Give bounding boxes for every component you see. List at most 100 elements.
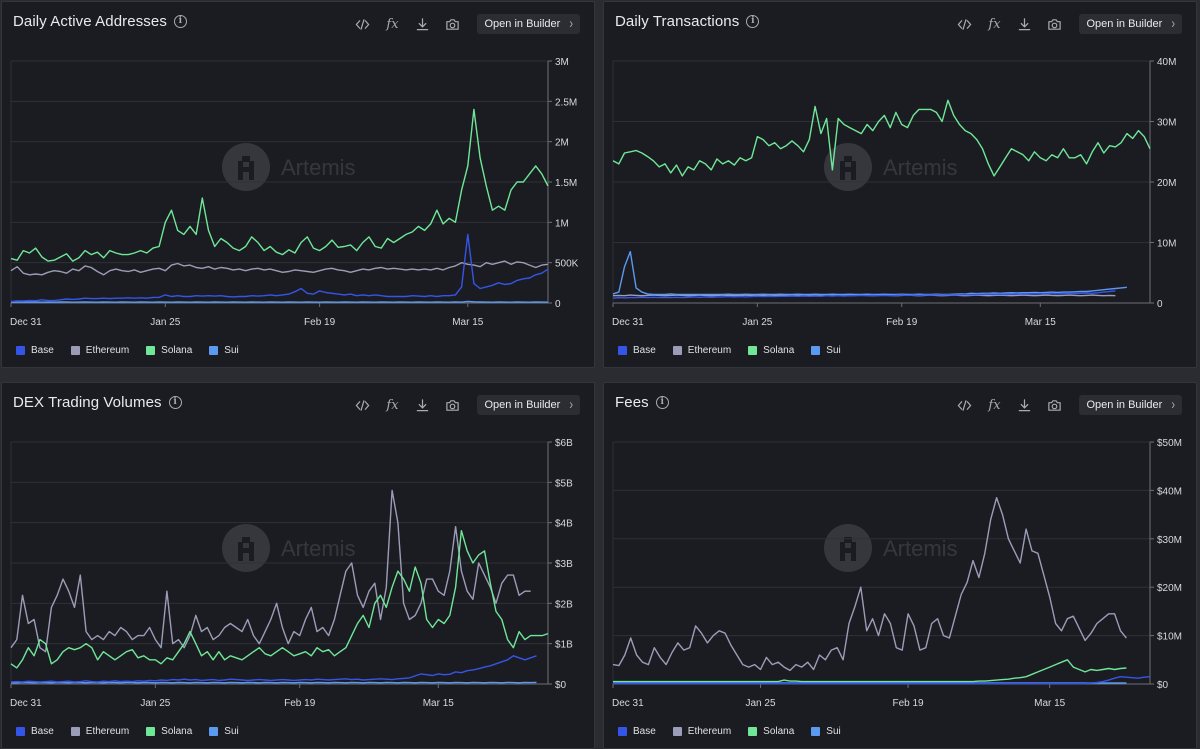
y-tick-label: $6B [555, 438, 573, 449]
legend-item-base[interactable]: Base [618, 345, 656, 356]
legend-label: Ethereum [688, 345, 731, 356]
legend-item-sui[interactable]: Sui [811, 345, 840, 356]
formula-icon[interactable]: fx [987, 397, 1003, 413]
legend-item-ethereum[interactable]: Ethereum [673, 345, 731, 356]
x-tick-label: Feb 19 [304, 317, 336, 328]
legend-item-ethereum[interactable]: Ethereum [71, 345, 129, 356]
open-in-builder-label: Open in Builder [485, 399, 561, 411]
legend-label: Base [31, 345, 54, 356]
y-tick-label: $2B [555, 599, 573, 610]
y-tick-label: $40M [1157, 486, 1182, 497]
camera-icon[interactable] [445, 397, 461, 413]
download-icon[interactable] [1017, 397, 1033, 413]
x-tick-label: Feb 19 [892, 698, 924, 709]
series-line-solana[interactable] [11, 531, 548, 668]
formula-icon[interactable]: fx [385, 397, 401, 413]
x-tick-label: Mar 15 [452, 317, 484, 328]
legend-label: Ethereum [86, 345, 129, 356]
y-tick-label: 40M [1157, 57, 1176, 68]
chart-title: Fees i [615, 394, 669, 411]
camera-icon[interactable] [445, 16, 461, 32]
legend-item-base[interactable]: Base [16, 345, 54, 356]
legend-swatch [673, 727, 682, 736]
embed-code-icon[interactable] [355, 16, 371, 32]
chart-title: DEX Trading Volumes i [13, 394, 182, 411]
open-in-builder-button[interactable]: Open in Builder› [1079, 395, 1183, 415]
legend-swatch [146, 727, 155, 736]
legend-label: Ethereum [688, 726, 731, 737]
chart-toolbar: fx Open in Builder› [355, 14, 581, 34]
y-tick-label: 1M [555, 218, 569, 229]
legend-item-ethereum[interactable]: Ethereum [71, 726, 129, 737]
series-line-solana[interactable] [613, 660, 1126, 682]
legend-swatch [16, 346, 25, 355]
legend-label: Base [31, 726, 54, 737]
download-icon[interactable] [415, 397, 431, 413]
legend-label: Base [633, 726, 656, 737]
embed-code-icon[interactable] [355, 397, 371, 413]
legend: Base Ethereum Solana Sui [618, 726, 841, 737]
y-tick-label: $0 [555, 680, 567, 691]
legend-label: Sui [826, 345, 840, 356]
x-tick-label: Jan 25 [742, 317, 772, 328]
open-in-builder-label: Open in Builder [1087, 399, 1163, 411]
legend-item-sui[interactable]: Sui [209, 726, 238, 737]
legend: Base Ethereum Solana Sui [16, 726, 239, 737]
open-in-builder-button[interactable]: Open in Builder› [477, 14, 581, 34]
info-icon[interactable]: i [746, 15, 759, 28]
formula-icon[interactable]: fx [987, 16, 1003, 32]
legend-swatch [673, 346, 682, 355]
x-tick-label: Dec 31 [10, 317, 42, 328]
legend-item-base[interactable]: Base [618, 726, 656, 737]
download-icon[interactable] [415, 16, 431, 32]
series-line-ethereum[interactable] [11, 490, 531, 651]
series-line-sui[interactable] [613, 252, 1127, 295]
open-in-builder-button[interactable]: Open in Builder› [477, 395, 581, 415]
legend-swatch [146, 346, 155, 355]
legend-label: Solana [161, 345, 192, 356]
series-line-ethereum[interactable] [613, 498, 1126, 671]
info-icon[interactable]: i [656, 396, 669, 409]
legend-label: Base [633, 345, 656, 356]
legend-swatch [71, 727, 80, 736]
info-icon[interactable]: i [174, 15, 187, 28]
series-line-sui[interactable] [11, 301, 548, 302]
legend-item-solana[interactable]: Solana [146, 345, 192, 356]
download-icon[interactable] [1017, 16, 1033, 32]
series-line-base[interactable] [11, 656, 537, 682]
x-tick-label: Feb 19 [284, 698, 316, 709]
x-tick-label: Mar 15 [423, 698, 455, 709]
formula-icon[interactable]: fx [385, 16, 401, 32]
y-tick-label: 0 [555, 299, 561, 310]
camera-icon[interactable] [1047, 397, 1063, 413]
chart-toolbar: fx Open in Builder› [957, 395, 1183, 415]
legend-item-base[interactable]: Base [16, 726, 54, 737]
y-tick-label: $4B [555, 519, 573, 530]
open-in-builder-button[interactable]: Open in Builder› [1079, 14, 1183, 34]
legend-item-ethereum[interactable]: Ethereum [673, 726, 731, 737]
y-tick-label: $50M [1157, 438, 1182, 449]
info-icon[interactable]: i [169, 396, 182, 409]
legend-item-sui[interactable]: Sui [209, 345, 238, 356]
legend-item-solana[interactable]: Solana [146, 726, 192, 737]
embed-code-icon[interactable] [957, 397, 973, 413]
legend-item-solana[interactable]: Solana [748, 726, 794, 737]
panel-header: DEX Trading Volumes i fx Open in Builder… [2, 383, 594, 425]
legend-item-solana[interactable]: Solana [748, 345, 794, 356]
camera-icon[interactable] [1047, 16, 1063, 32]
legend-swatch [618, 346, 627, 355]
legend-swatch [748, 727, 757, 736]
chart-title-text: Daily Active Addresses [13, 13, 167, 30]
series-line-solana[interactable] [613, 100, 1150, 176]
legend-label: Solana [763, 726, 794, 737]
legend: Base Ethereum Solana Sui [618, 345, 841, 356]
y-tick-label: 10M [1157, 239, 1176, 250]
legend-item-sui[interactable]: Sui [811, 726, 840, 737]
embed-code-icon[interactable] [957, 16, 973, 32]
y-tick-label: $1B [555, 640, 573, 651]
